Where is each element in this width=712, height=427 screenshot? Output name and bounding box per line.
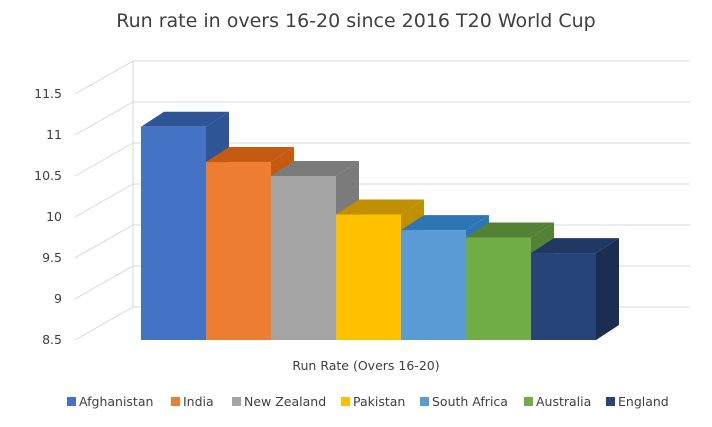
- y-tick-label: 10: [46, 209, 62, 224]
- legend: Afghanistan India New Zealand Pakistan South…: [67, 394, 669, 409]
- legend-item: South Africa: [420, 394, 508, 409]
- legend-swatch: [171, 397, 180, 406]
- gridline: [74, 101, 690, 136]
- legend-label: Afghanistan: [79, 394, 153, 409]
- legend-label: Australia: [536, 394, 591, 409]
- legend-item: Pakistan: [341, 394, 405, 409]
- y-axis: 8.5 9 9.5 10 10.5 11 11.5: [34, 86, 62, 347]
- legend-swatch: [67, 397, 76, 406]
- legend-label: South Africa: [432, 394, 508, 409]
- legend-label: New Zealand: [244, 394, 326, 409]
- legend-swatch: [232, 397, 241, 406]
- legend-item: Australia: [524, 394, 591, 409]
- y-tick-label: 8.5: [42, 332, 62, 347]
- legend-item: Afghanistan: [67, 394, 153, 409]
- legend-swatch: [606, 397, 615, 406]
- y-tick-label: 11.5: [34, 86, 62, 101]
- bars: [141, 111, 619, 340]
- legend-swatch: [341, 397, 350, 406]
- y-tick-label: 9: [54, 291, 62, 306]
- y-tick-label: 9.5: [42, 250, 62, 265]
- bar: [531, 238, 619, 340]
- x-axis-label: Run Rate (Overs 16-20): [292, 358, 439, 373]
- legend-item: India: [171, 394, 214, 409]
- legend-item: New Zealand: [232, 394, 326, 409]
- y-tick-label: 10.5: [34, 168, 62, 183]
- y-tick-label: 11: [46, 127, 62, 142]
- legend-label: India: [183, 394, 214, 409]
- gridline: [74, 60, 690, 95]
- legend-item: England: [606, 394, 669, 409]
- legend-label: England: [618, 394, 669, 409]
- legend-label: Pakistan: [353, 394, 405, 409]
- chart-title: Run rate in overs 16-20 since 2016 T20 W…: [116, 10, 596, 32]
- legend-swatch: [420, 397, 429, 406]
- legend-swatch: [524, 397, 533, 406]
